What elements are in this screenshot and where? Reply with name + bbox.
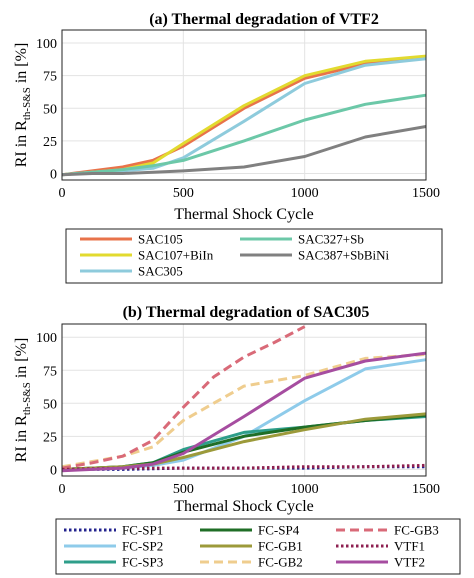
chartB-ytick-label: 0: [50, 463, 57, 478]
chartB-xtick-label: 1000: [291, 482, 319, 497]
chartA-ytick-label: 100: [36, 37, 57, 52]
chartA-legend-label-sac107-biin: SAC107+BiIn: [138, 248, 214, 263]
chartA-ytick-label: 0: [50, 167, 57, 182]
chartB-series-fc-sp2: [62, 358, 427, 471]
chartA-series-sac107-biin: [61, 54, 427, 177]
chartA-legend-label-sac327-sb: SAC327+Sb: [298, 232, 364, 247]
chart-a-frame: [61, 29, 427, 181]
chartA-xtick-label: 0: [59, 186, 66, 201]
chartB-series-fc-gb2: [61, 352, 427, 469]
chartB-legend-label-vtf1: VTF1: [394, 539, 425, 554]
chartB-legend-label-vtf2: VTF2: [394, 555, 425, 570]
chartA-legend-label-sac387-sbbini: SAC387+SbBiNi: [298, 248, 390, 263]
chartB-ytick-label: 100: [36, 331, 57, 346]
chartB-legend-label-fc-sp2: FC-SP2: [122, 539, 163, 554]
chart-b-grid: [61, 324, 427, 476]
chart-b-xlabel: Thermal Shock Cycle: [174, 498, 314, 515]
chart-a-xlabel: Thermal Shock Cycle: [174, 206, 314, 223]
chartB-legend-label-fc-sp4: FC-SP4: [258, 523, 300, 538]
chartB-xtick-label: 0: [59, 482, 66, 497]
chartA-ytick-label: 50: [43, 102, 57, 117]
chart-b-ylabel: RI in Rth-S&S in [%]: [13, 338, 33, 463]
chart-b-ticks: 0 500 1000 1500 0 25 50 75 100: [36, 331, 440, 497]
chartB-legend-label-fc-sp3: FC-SP3: [122, 555, 163, 570]
chart-a: (a) Thermal degradation of VTF2 0 500 1000…: [13, 11, 443, 284]
chart-a-ylabel: RI in Rth-S&S in [%]: [13, 43, 33, 168]
chartA-xtick-label: 500: [173, 186, 194, 201]
chart-b-frame: [61, 323, 427, 477]
chartA-series-sac105: [61, 55, 427, 177]
chartB-ytick-label: 75: [43, 364, 57, 379]
chartB-legend-label-fc-gb2: FC-GB2: [258, 555, 303, 570]
chart-b-title: (b) Thermal degradation of SAC305: [123, 304, 370, 321]
chartA-series-sac327-sb: [61, 93, 427, 177]
chart-a-title: (a) Thermal degradation of VTF2: [149, 11, 379, 28]
chartB-xtick-label: 500: [173, 482, 194, 497]
chart-b-lines: [61, 325, 427, 473]
chartA-legend-label-sac105: SAC105: [138, 232, 183, 247]
chart-b-legend-box: [55, 518, 461, 575]
chartB-ytick-label: 50: [43, 397, 57, 412]
chartB-series-vtf2: [61, 351, 427, 473]
chart-a-lines: [61, 54, 427, 177]
chartB-ytick-label: 25: [43, 430, 57, 445]
chartB-series-fc-gb3: [61, 325, 306, 470]
chartA-ytick-label: 75: [43, 70, 57, 85]
chart-b: (b) Thermal degradation of SAC305 0 500 10…: [13, 304, 461, 575]
chartA-legend-label-sac305: SAC305: [138, 264, 183, 279]
chartB-series-fc-gb1: [61, 412, 427, 471]
chartB-legend-label-fc-gb1: FC-GB1: [258, 539, 303, 554]
chartA-xtick-label: 1500: [412, 186, 440, 201]
chartA-series-sac387-sbbini: [61, 125, 427, 177]
chartB-legend-label-fc-gb3: FC-GB3: [394, 523, 439, 538]
chartA-ytick-label: 25: [43, 135, 57, 150]
chartB-xtick-label: 1500: [412, 482, 440, 497]
chartA-xtick-label: 1000: [291, 186, 319, 201]
chartB-legend-label-fc-sp1: FC-SP1: [122, 523, 163, 538]
chart-a-ticks: 0 500 1000 1500 0 25 50 75 100: [36, 37, 440, 201]
